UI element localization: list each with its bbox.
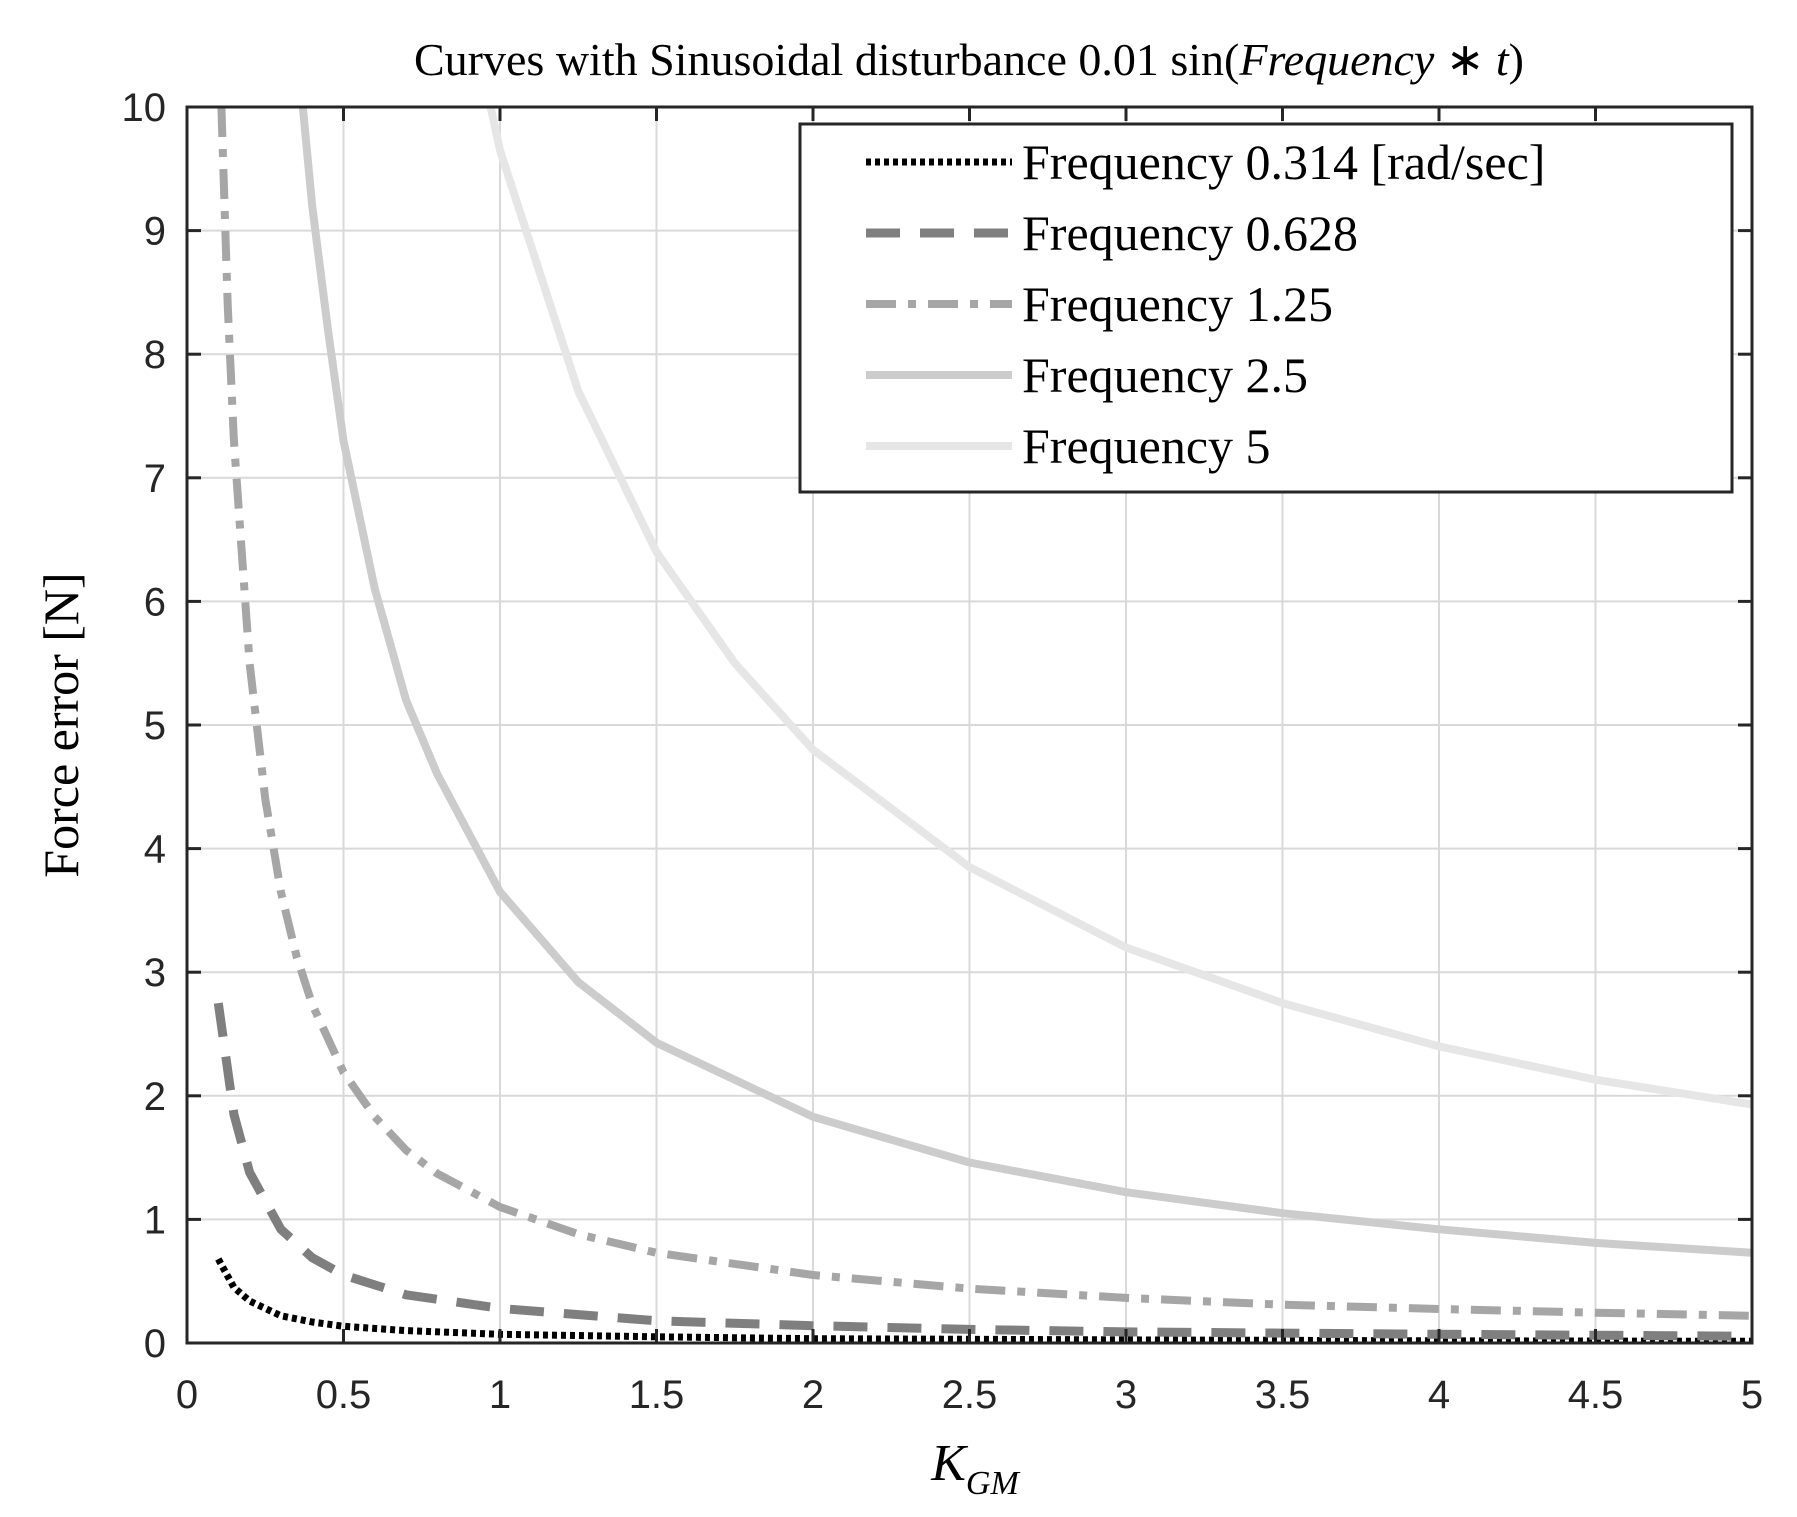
series-line-2: [213, 1002, 1752, 1341]
tick-marks: [185, 105, 1754, 1345]
x-tick-label: 4.5: [1568, 1373, 1624, 1417]
x-axis-label: KGM: [930, 1435, 1020, 1502]
series-line-5: [486, 107, 1752, 1109]
chart-title: Curves with Sinusoidal disturbance 0.01 …: [414, 34, 1524, 85]
x-tick-label: 3.5: [1255, 1373, 1311, 1417]
series-layer: [213, 107, 1752, 1343]
legend-label-2: Frequency 0.628: [1022, 205, 1358, 261]
chart-title-var-frequency: Frequency: [1238, 34, 1435, 85]
legend-label-1: Frequency 0.314 [rad/sec]: [1022, 134, 1545, 190]
x-tick-label: 3: [1115, 1373, 1137, 1417]
chart-title-operator: ∗: [1434, 34, 1496, 85]
x-tick-label: 1: [489, 1373, 511, 1417]
y-tick-label: 5: [144, 704, 166, 748]
series-line-3: [217, 107, 1752, 1320]
x-tick-label: 4: [1428, 1373, 1450, 1417]
series-line-4: [298, 107, 1752, 1257]
y-tick-label: 7: [144, 457, 166, 501]
y-tick-label: 1: [144, 1198, 166, 1242]
x-tick-label: 2.5: [942, 1373, 998, 1417]
x-tick-label: 0.5: [316, 1373, 372, 1417]
y-tick-label: 8: [144, 333, 166, 377]
y-tick-label: 9: [144, 210, 166, 254]
x-tick-label: 5: [1741, 1373, 1763, 1417]
x-axis-label-base: K: [930, 1435, 968, 1492]
x-tick-labels: 0 0.5 1 1.5 2 2.5 3 3.5 4 4.5 5: [176, 1373, 1763, 1417]
chart-title-prefix: Curves with Sinusoidal disturbance 0.01 …: [414, 34, 1239, 85]
y-tick-label: 3: [144, 951, 166, 995]
y-tick-label: 6: [144, 580, 166, 624]
x-tick-label: 2: [802, 1373, 824, 1417]
y-tick-label: 4: [144, 828, 166, 872]
legend: Frequency 0.314 [rad/sec] Frequency 0.628…: [798, 122, 1734, 494]
legend-label-3: Frequency 1.25: [1022, 276, 1333, 332]
x-tick-label: 0: [176, 1373, 198, 1417]
y-tick-label: 2: [144, 1075, 166, 1119]
x-axis-label-subscript: GM: [966, 1465, 1021, 1502]
chart-title-suffix: ): [1509, 34, 1524, 85]
y-axis-label: Force error [N]: [33, 572, 89, 877]
legend-label-5: Frequency 5: [1022, 418, 1271, 474]
y-tick-labels: 0 1 2 3 4 5 6 7 8 9 10: [122, 86, 167, 1366]
y-tick-label: 0: [144, 1322, 166, 1366]
chart-title-var-t: t: [1496, 34, 1510, 85]
legend-label-4: Frequency 2.5: [1022, 347, 1308, 403]
y-tick-label: 10: [122, 86, 167, 130]
x-tick-label: 1.5: [629, 1373, 685, 1417]
